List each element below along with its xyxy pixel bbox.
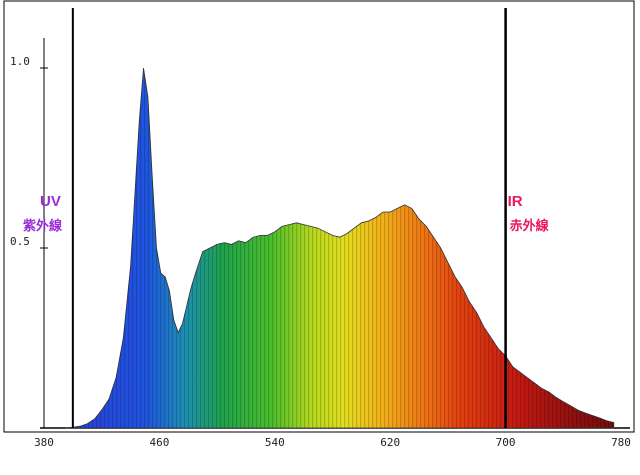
- marker-sublabel-uv: 紫外線: [23, 218, 63, 233]
- x-tick-label: 700: [496, 436, 516, 449]
- marker-sublabel-ir: 赤外線: [510, 218, 550, 233]
- x-tick-label: 620: [380, 436, 400, 449]
- x-tick-label: 540: [265, 436, 285, 449]
- spectrum-area: [65, 67, 615, 429]
- plot-frame: [3, 0, 635, 433]
- y-tick-label: 0.5: [10, 235, 30, 248]
- y-tick-label: 1.0: [10, 55, 30, 68]
- marker-label-ir: IR: [508, 193, 523, 210]
- region-markers: UV 紫外線 IR 赤外線: [23, 8, 550, 428]
- y-tick-labels: 0.5 1.0: [10, 55, 48, 249]
- x-tick-label: 460: [149, 436, 169, 449]
- marker-label-uv: UV: [40, 193, 61, 210]
- x-tick-label: 780: [611, 436, 631, 449]
- x-tick-label: 380: [34, 436, 54, 449]
- spectrum-area-stripes: [65, 68, 614, 428]
- x-tick-labels: 380 460 540 620 700 780: [34, 436, 631, 449]
